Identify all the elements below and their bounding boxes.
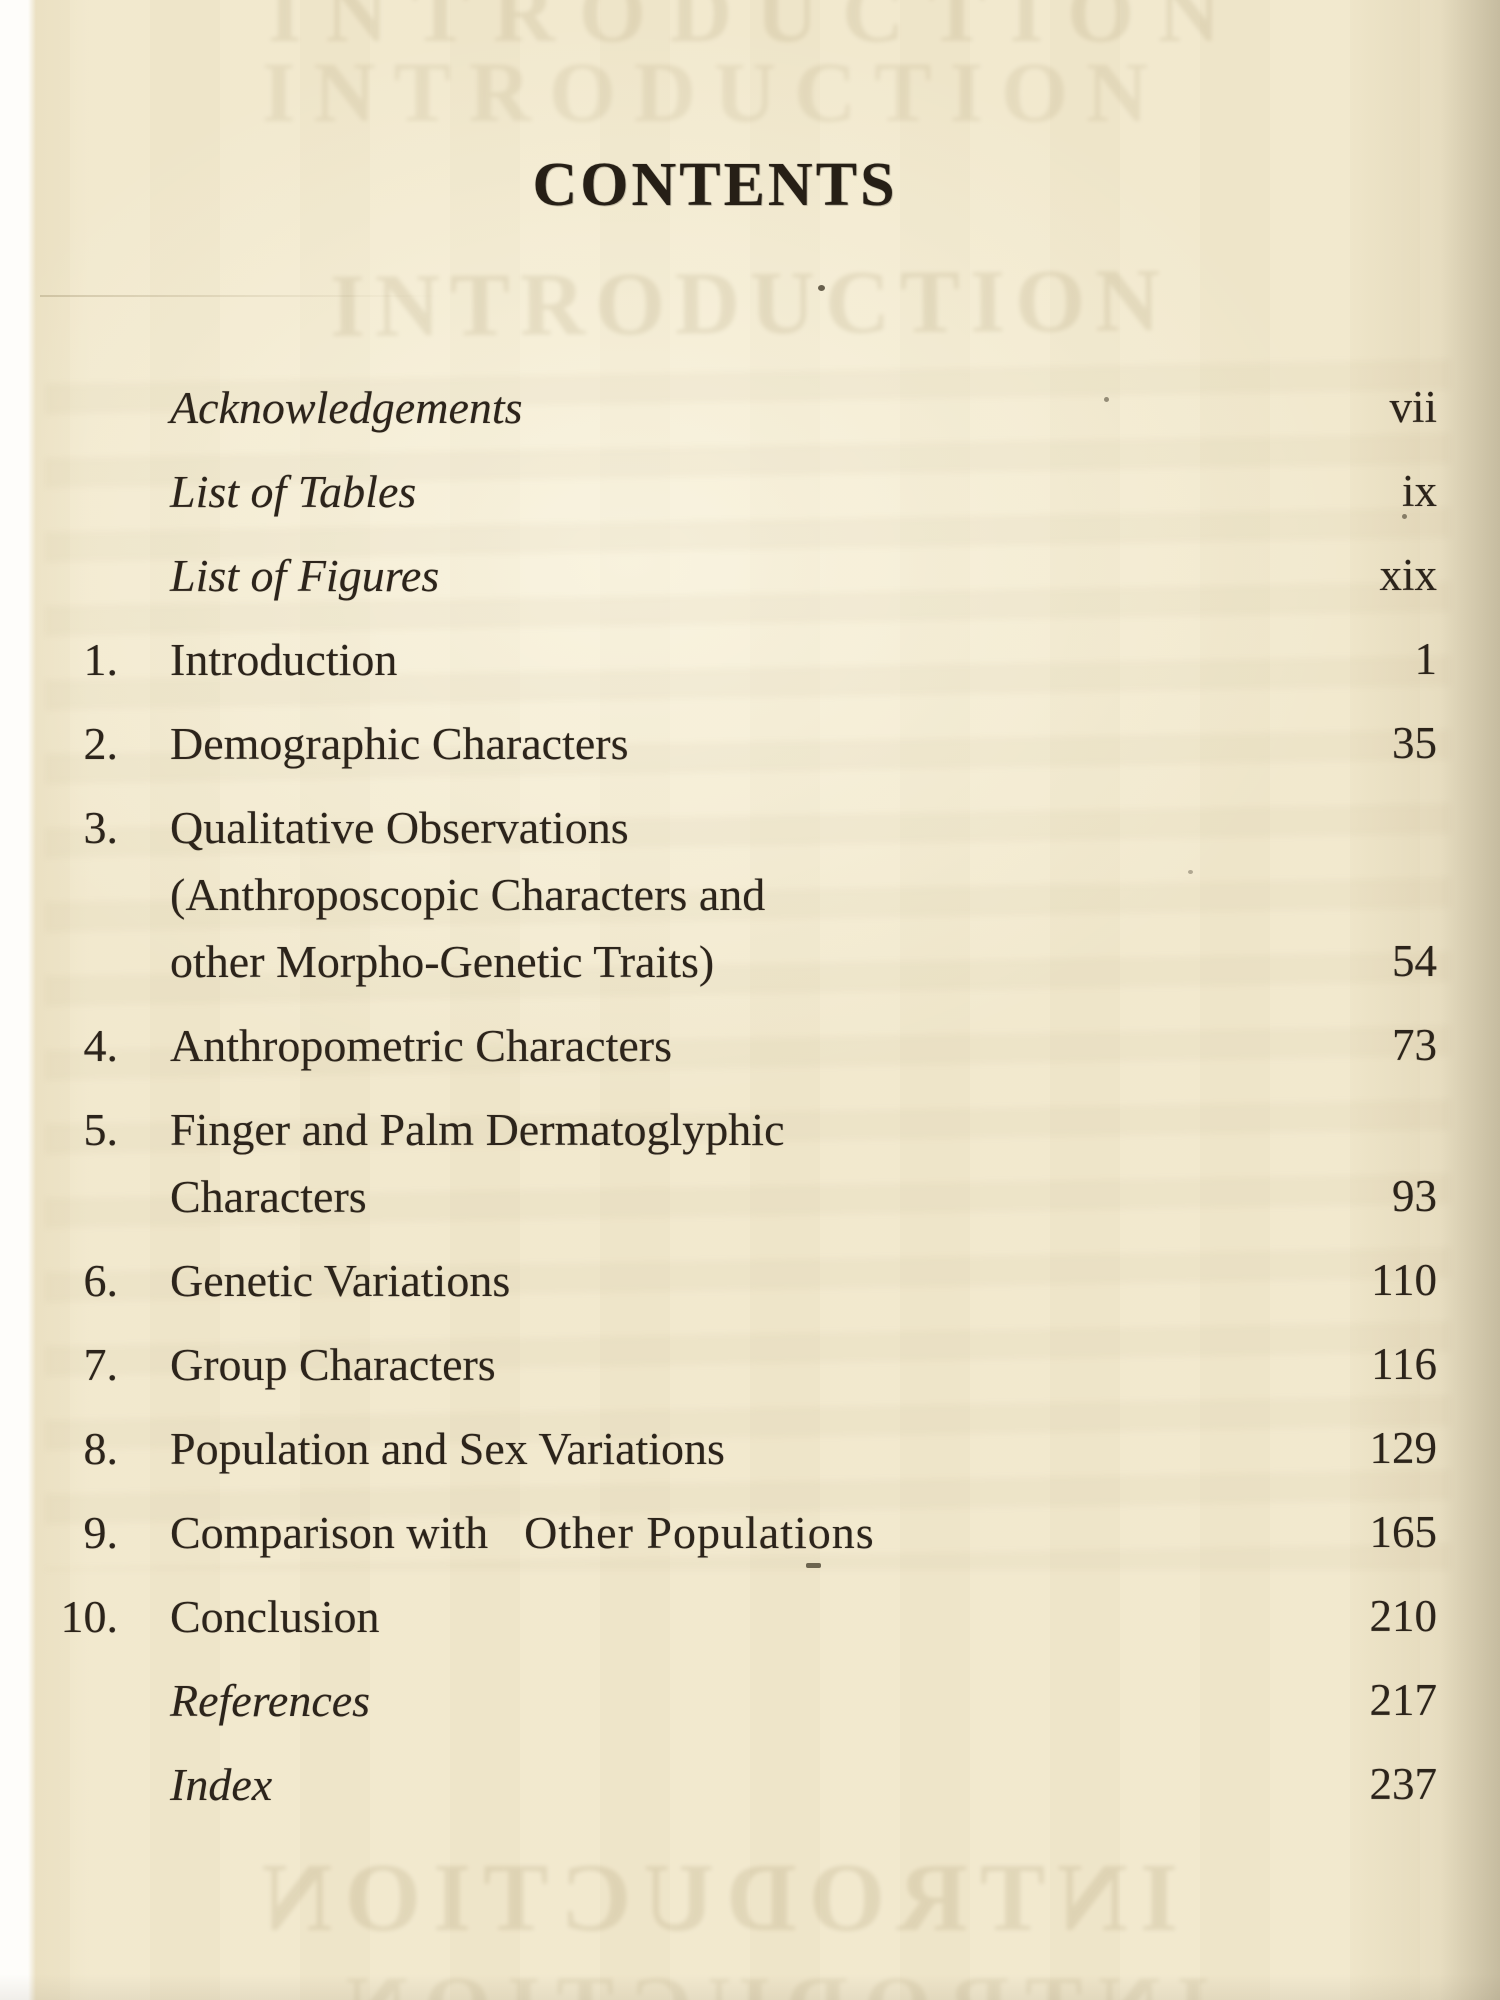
- entry-title: Comparison with Other Populations: [118, 1499, 1350, 1566]
- chapter-number: 6.: [83, 1255, 119, 1306]
- toc-entry: 6. Genetic Variations 110: [55, 1247, 1438, 1314]
- entry-title-line: Group Characters: [170, 1339, 496, 1390]
- entry-title-line: Finger and Palm Dermatoglyphic: [170, 1104, 785, 1155]
- entry-title-line: Genetic Variations: [170, 1255, 511, 1306]
- ink-speck: [1402, 514, 1407, 519]
- toc-entry: 2. Demographic Characters 35: [55, 710, 1438, 777]
- scan-edge-right: [1440, 0, 1500, 2000]
- entry-page-number: 110: [1371, 1255, 1437, 1305]
- chapter-number: 3.: [83, 802, 119, 853]
- entry-page-number: 129: [1369, 1423, 1438, 1473]
- entry-title: Group Characters: [118, 1331, 1351, 1398]
- entry-page-number: 210: [1369, 1591, 1438, 1641]
- entry-title: Introduction: [118, 626, 1395, 693]
- chapter-number: 5.: [83, 1104, 119, 1155]
- bleedthrough-heading: INTRODUCTION: [329, 251, 1171, 356]
- entry-title-line: Index: [170, 1759, 273, 1810]
- entry-page-number: 35: [1392, 718, 1437, 768]
- entry-page-number: ix: [1401, 466, 1437, 516]
- toc-entry: 3. Qualitative Observations (Anthroposcopi…: [55, 794, 1438, 995]
- page-title: CONTENTS: [532, 151, 898, 219]
- entry-title-line: Introduction: [170, 634, 398, 685]
- toc-entry: 10. Conclusion 210: [55, 1583, 1438, 1650]
- toc-entry: 8. Population and Sex Variations 129: [55, 1415, 1438, 1482]
- ink-speck: [1188, 870, 1193, 874]
- entry-title-line: List of Tables: [170, 466, 417, 517]
- ink-dash-artifact: [806, 1563, 821, 1568]
- entry-title: List of Tables: [118, 458, 1382, 525]
- entry-title-line: Characters: [170, 1171, 367, 1222]
- entry-title: Acknowledgements: [118, 374, 1369, 441]
- toc-entry: 7. Group Characters 116: [55, 1331, 1438, 1398]
- entry-title: Qualitative Observations (Anthroposcopic …: [118, 794, 1372, 995]
- scan-edge-bottom: [0, 1974, 1500, 2000]
- entry-title-segment: Comparison with: [170, 1507, 489, 1558]
- entry-title: Population and Sex Variations: [118, 1415, 1350, 1482]
- toc-entry: Acknowledgements vii: [55, 374, 1437, 441]
- entry-page-number: 116: [1371, 1339, 1437, 1389]
- entry-title-line: List of Figures: [170, 550, 440, 601]
- entry-page-number: 1: [1414, 634, 1438, 684]
- toc-entry: 5. Finger and Palm Dermatoglyphic Characte…: [55, 1096, 1438, 1230]
- paper-crease: [40, 295, 440, 297]
- entry-title-line: Population and Sex Variations: [170, 1423, 725, 1474]
- entry-page-number: 165: [1369, 1507, 1438, 1557]
- entry-title: Anthropometric Characters: [118, 1012, 1372, 1079]
- chapter-number: 1.: [83, 634, 119, 685]
- entry-page-number: 93: [1392, 1171, 1437, 1221]
- entry-title: List of Figures: [118, 542, 1359, 609]
- entry-title-line: Qualitative Observations: [170, 802, 629, 853]
- entry-title: Genetic Variations: [118, 1247, 1351, 1314]
- ink-speck: [1104, 397, 1109, 402]
- entry-title-line: Comparison with Other Populations: [170, 1499, 1350, 1566]
- bleedthrough-heading: INTRODUCTION: [262, 44, 1167, 140]
- entry-title-line: other Morpho-Genetic Traits): [170, 936, 715, 987]
- toc-entry: List of Tables ix: [55, 458, 1437, 525]
- entry-title-line: Acknowledgements: [170, 382, 523, 433]
- chapter-number: 10.: [60, 1591, 119, 1642]
- entry-page-number: vii: [1389, 382, 1437, 432]
- chapter-number: 4.: [83, 1020, 119, 1071]
- entry-page-number: 54: [1392, 936, 1437, 986]
- bleedthrough-heading: INTRODUCTION: [250, 1844, 1179, 1952]
- chapter-number: 8.: [83, 1423, 119, 1474]
- toc-entry: 4. Anthropometric Characters 73: [55, 1012, 1438, 1079]
- entry-title-segment: Other Populations: [524, 1507, 875, 1558]
- bleedthrough-heading: INTRODUCTION: [268, 0, 1245, 60]
- toc-entry: List of Figures xix: [55, 542, 1437, 609]
- entry-title-line: Demographic Characters: [170, 718, 629, 769]
- entry-title: Index: [118, 1751, 1350, 1818]
- toc-entry: 1. Introduction 1: [55, 626, 1438, 693]
- toc-entry: References 217: [55, 1667, 1437, 1734]
- entry-title: Finger and Palm Dermatoglyphic Characters: [118, 1096, 1372, 1230]
- ink-speck: [818, 285, 825, 291]
- entry-title-line: Conclusion: [170, 1591, 380, 1642]
- entry-page-number: xix: [1379, 550, 1437, 600]
- scan-edge-left: [0, 0, 36, 2000]
- toc-entry: Index 237: [55, 1751, 1437, 1818]
- entry-page-number: 237: [1369, 1759, 1438, 1809]
- entry-title: Conclusion: [118, 1583, 1350, 1650]
- entry-title-line: References: [170, 1675, 371, 1726]
- entry-title-line: Anthropometric Characters: [170, 1020, 672, 1071]
- chapter-number: 7.: [83, 1339, 119, 1390]
- entry-title: Demographic Characters: [118, 710, 1372, 777]
- entry-page-number: 73: [1392, 1020, 1437, 1070]
- entry-title: References: [118, 1667, 1350, 1734]
- entry-title-line: (Anthroposcopic Characters and: [170, 869, 766, 920]
- toc-entry: 9. Comparison with Other Populations 165: [55, 1499, 1438, 1566]
- entry-page-number: 217: [1369, 1675, 1438, 1725]
- chapter-number: 2.: [83, 718, 119, 769]
- chapter-number: 9.: [83, 1507, 119, 1558]
- table-of-contents: Acknowledgements vii List of Tables ix List …: [55, 374, 1438, 1835]
